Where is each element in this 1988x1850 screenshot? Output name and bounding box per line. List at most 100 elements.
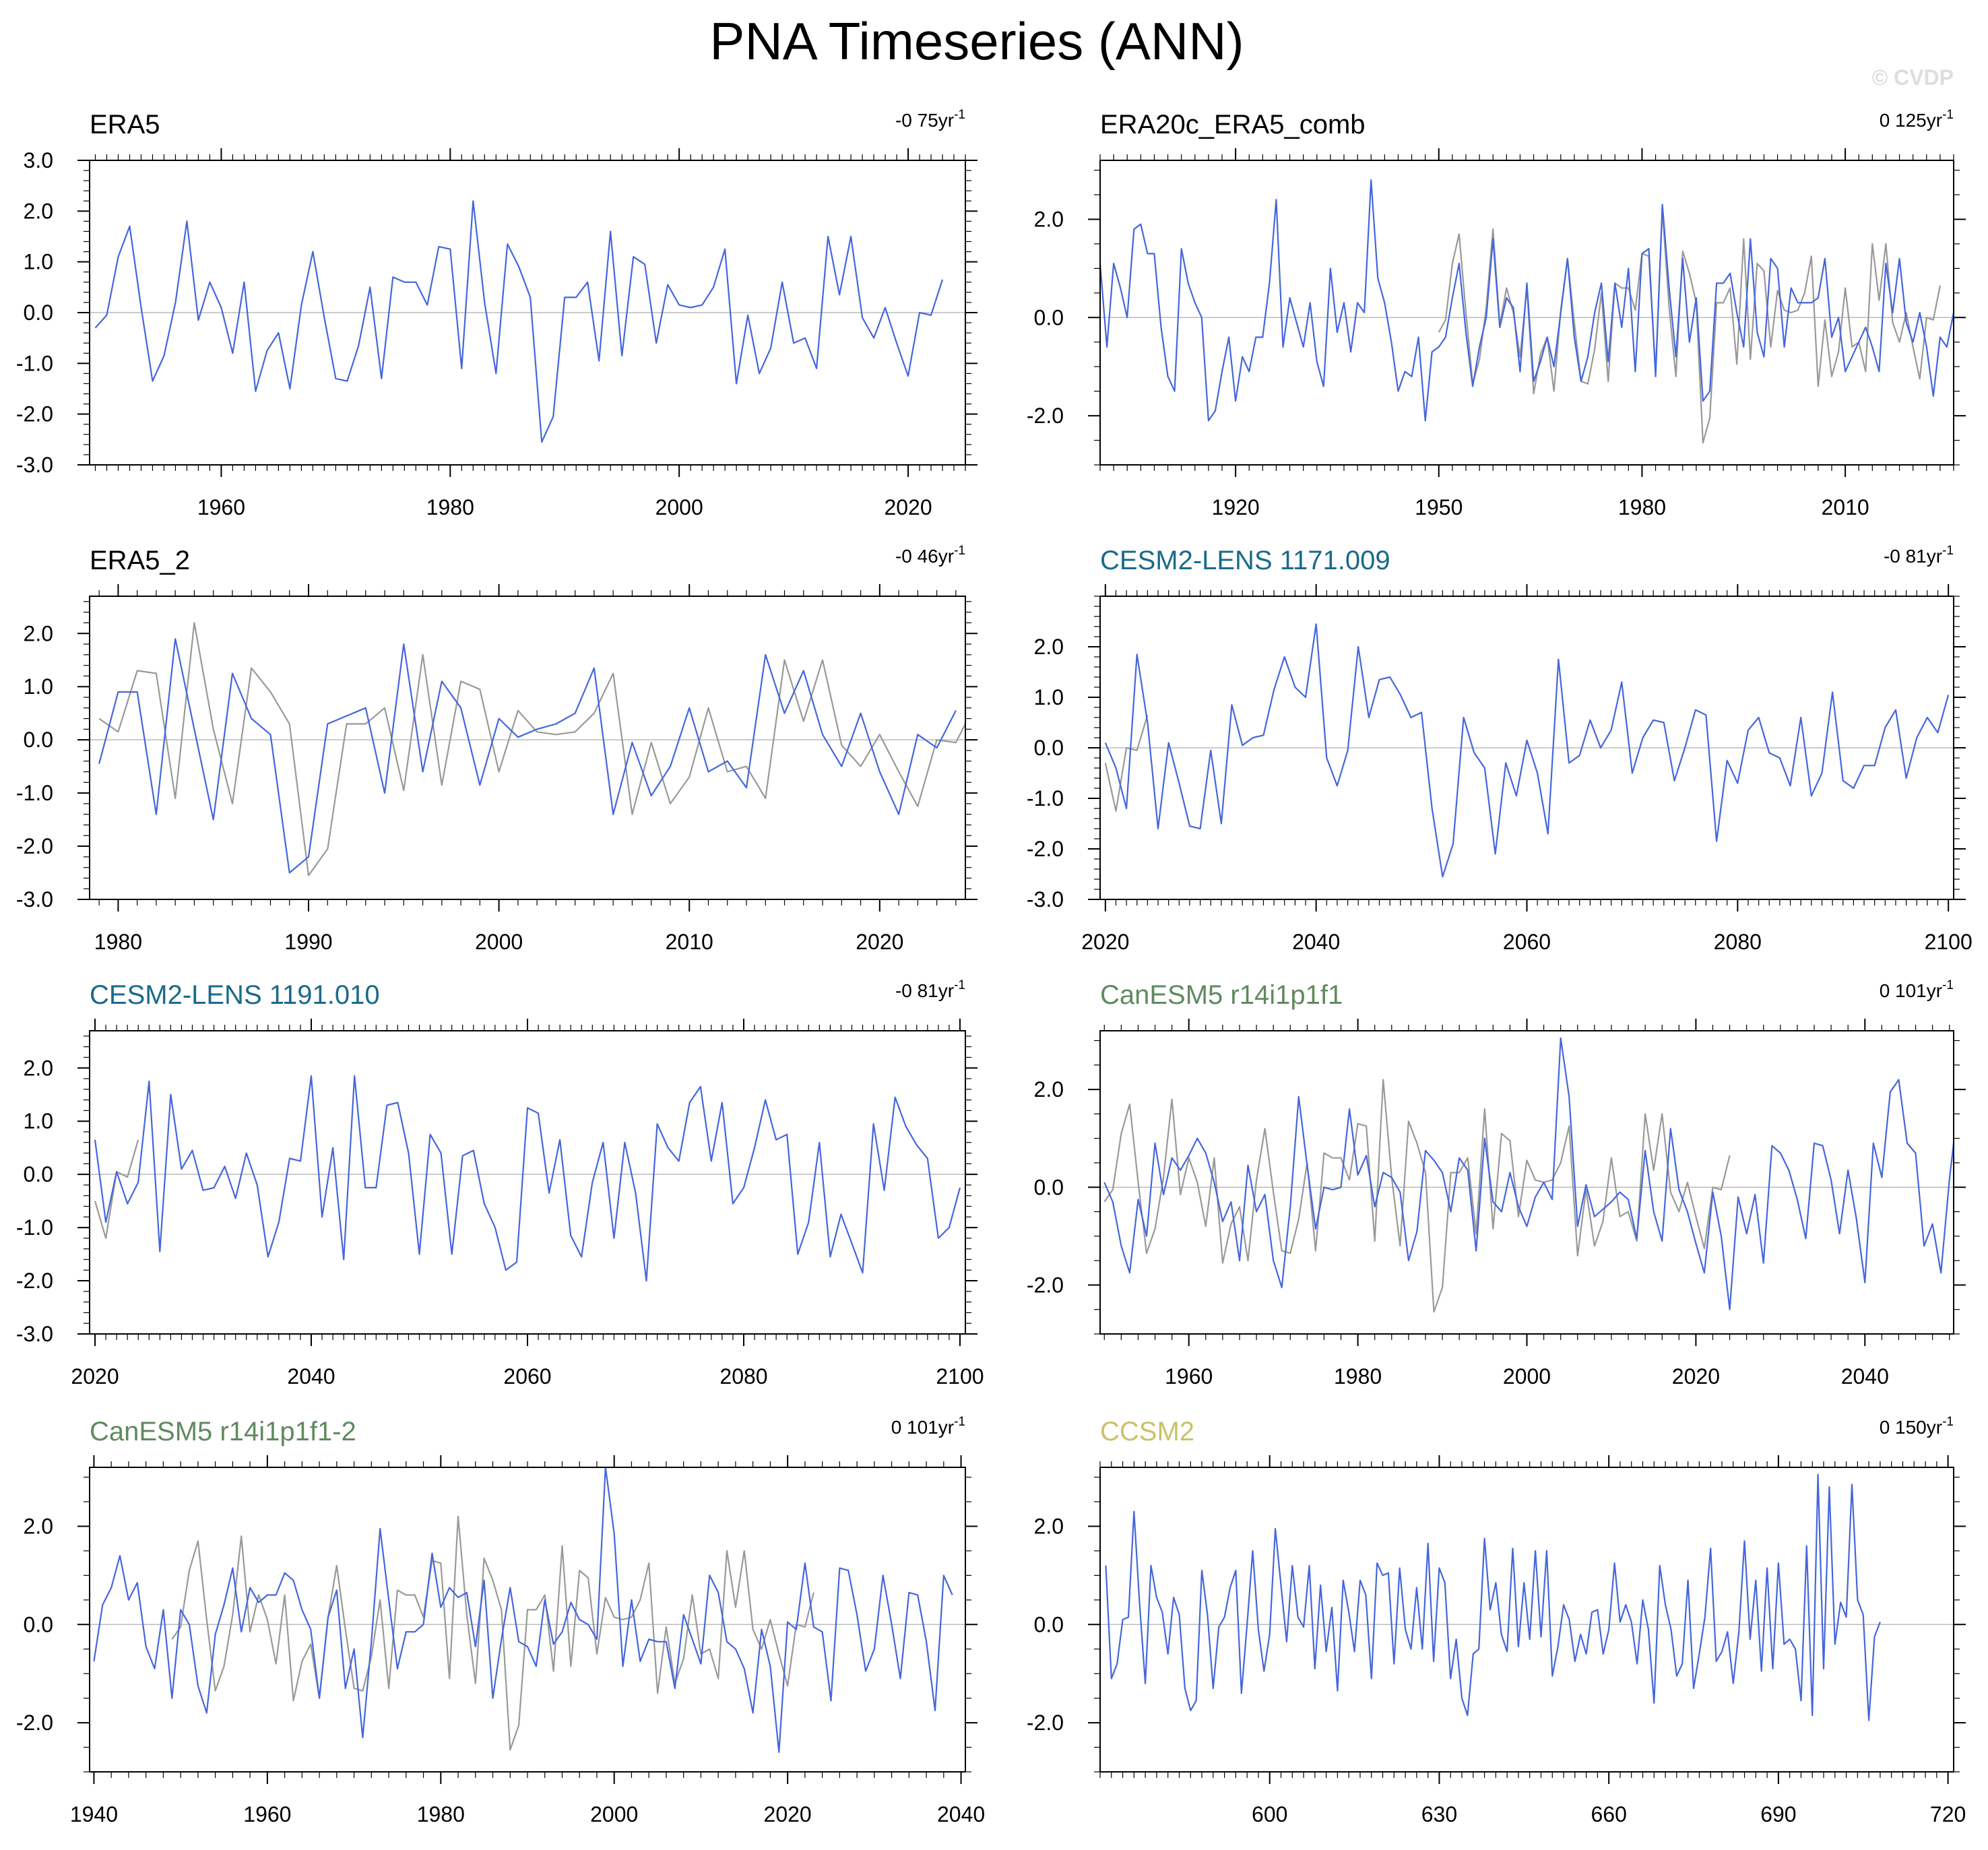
trend-label: 0 150yr-1 [1880, 1415, 1954, 1438]
y-tick-label: -2.0 [16, 1269, 53, 1293]
trend-label: -0 81yr-1 [1884, 544, 1954, 567]
panels-layer: -3.0 -2.0 -1.0 0.0 1.0 2.0 3.0 1960 1980 2000 2020… [16, 108, 1973, 1826]
trend-label: 0 101yr-1 [891, 1415, 965, 1438]
plot-frame [89, 596, 966, 900]
x-tick-label: 2010 [666, 930, 713, 954]
x-tick-label: 2010 [1822, 495, 1869, 519]
y-tick-label: 1.0 [24, 674, 53, 699]
series-line-obs [1103, 1079, 1731, 1313]
series-line-ccsm2 [1105, 1473, 1881, 1721]
y-tick-label: -3.0 [16, 1322, 53, 1346]
x-tick-label: 1960 [243, 1802, 291, 1826]
series-line-obs [171, 1515, 814, 1751]
x-tick-label: 1960 [1165, 1364, 1213, 1389]
x-tick-label: 2000 [475, 930, 523, 954]
x-tick-label: 1980 [1618, 495, 1666, 519]
watermark-text: © CVDP [1872, 65, 1954, 90]
x-tick-label: 660 [1591, 1802, 1626, 1826]
panel-2: -2.0 0.0 2.0 1920 1950 1980 2010 ERA20c_ERA5_co… [1027, 108, 1966, 519]
x-tick-label: 2080 [1714, 930, 1762, 954]
x-tick-label: 2000 [1503, 1364, 1551, 1389]
panel-title: CCSM2 [1100, 1417, 1194, 1446]
x-tick-label: 2020 [856, 930, 903, 954]
x-tick-label: 630 [1421, 1802, 1457, 1826]
y-tick-label: 2.0 [24, 1514, 53, 1538]
x-tick-label: 2040 [1841, 1364, 1889, 1389]
panel-3: -3.0 -2.0 -1.0 0.0 1.0 2.0 1980 1990 2000 2010 202… [16, 544, 977, 954]
plot-frame [1099, 1467, 1954, 1773]
series-line-canesm5 [93, 1467, 953, 1753]
y-tick-label: 0.0 [24, 1162, 53, 1186]
y-tick-label: -1.0 [16, 1215, 53, 1240]
plot-frame [89, 1030, 966, 1335]
y-tick-label: 3.0 [24, 148, 53, 172]
y-tick-label: 2.0 [1034, 207, 1064, 231]
y-tick-label: -1.0 [16, 351, 53, 375]
y-tick-label: 0.0 [1034, 305, 1064, 329]
y-tick-label: 2.0 [1034, 1077, 1064, 1102]
panel-8: -2.0 0.0 2.0 600 630 660 690 720 CCSM2 0 150yr-1 [1027, 1415, 1966, 1826]
trend-label: 0 101yr-1 [1880, 978, 1954, 1001]
y-tick-label: 2.0 [24, 199, 53, 223]
series-line-era20c [1100, 179, 1954, 422]
x-tick-label: 690 [1760, 1802, 1796, 1826]
x-tick-label: 1950 [1415, 495, 1463, 519]
y-tick-label: -2.0 [1027, 1711, 1064, 1735]
y-tick-label: 0.0 [1034, 1175, 1064, 1199]
y-tick-label: -2.0 [1027, 1273, 1064, 1297]
y-tick-label: 2.0 [1034, 1514, 1064, 1538]
trend-exponent: -1 [954, 108, 965, 122]
trend-label: -0 46yr-1 [895, 544, 965, 567]
trend-exponent: -1 [1942, 544, 1954, 558]
y-tick-label: 0.0 [1034, 1612, 1064, 1636]
y-tick-label: -1.0 [1027, 786, 1064, 810]
y-tick-label: 2.0 [24, 1056, 53, 1080]
x-tick-label: 2020 [884, 495, 932, 519]
figure-title: PNA Timeseries (ANN) [709, 11, 1244, 71]
y-tick-label: -2.0 [1027, 837, 1064, 861]
panel-title: ERA5_2 [90, 546, 190, 575]
series-line-era5 [98, 622, 965, 876]
y-tick-label: 2.0 [24, 621, 53, 645]
panel-title: ERA5 [90, 110, 160, 139]
trend-label: -0 81yr-1 [895, 978, 965, 1001]
panel-6: -2.0 0.0 2.0 1960 1980 2000 2020 2040 CanESM5 r1… [1027, 978, 1966, 1389]
panel-5: -3.0 -2.0 -1.0 0.0 1.0 2.0 2020 2040 2060 2080 210… [16, 978, 984, 1389]
series-line-canesm5 [1103, 1037, 1954, 1310]
y-tick-label: -3.0 [1027, 887, 1064, 912]
series-line-era5-2 [98, 638, 957, 874]
panel-title: CanESM5 r14i1p1f1-2 [90, 1417, 356, 1446]
y-tick-label: -1.0 [16, 781, 53, 805]
plot-frame [89, 1467, 966, 1773]
trend-label: 0 125yr-1 [1880, 108, 1954, 131]
plot-frame [1099, 596, 1954, 900]
series-line-era5 [94, 200, 944, 443]
x-tick-label: 2000 [655, 495, 703, 519]
trend-exponent: -1 [1942, 108, 1954, 122]
x-tick-label: 2100 [1925, 930, 1973, 954]
y-tick-label: -2.0 [16, 834, 53, 858]
trend-label: -0 75yr-1 [895, 108, 965, 131]
plot-frame [1099, 160, 1954, 466]
panel-title: ERA20c_ERA5_comb [1100, 110, 1366, 139]
x-tick-label: 1960 [197, 495, 245, 519]
y-tick-label: -3.0 [16, 453, 53, 477]
x-tick-label: 1980 [426, 495, 474, 519]
trend-exponent: -1 [954, 544, 965, 558]
series-line-obs [1104, 714, 1149, 812]
y-tick-label: 0.0 [24, 728, 53, 752]
x-tick-label: 2100 [936, 1364, 984, 1389]
panel-title: CanESM5 r14i1p1f1 [1100, 980, 1343, 1010]
x-tick-label: 2060 [1503, 930, 1551, 954]
series-line-cesm2-lens [94, 1075, 961, 1282]
x-tick-label: 2080 [719, 1364, 767, 1389]
y-tick-label: -2.0 [16, 1711, 53, 1735]
series-line-cesm2-lens [1104, 623, 1950, 878]
y-tick-label: 0.0 [24, 1612, 53, 1636]
panel-1: -3.0 -2.0 -1.0 0.0 1.0 2.0 3.0 1960 1980 2000 2020… [16, 108, 977, 519]
panel-title: CESM2-LENS 1191.010 [90, 980, 380, 1010]
plot-frame [1099, 1030, 1954, 1335]
x-tick-label: 1980 [94, 930, 142, 954]
x-tick-label: 2000 [590, 1802, 638, 1826]
